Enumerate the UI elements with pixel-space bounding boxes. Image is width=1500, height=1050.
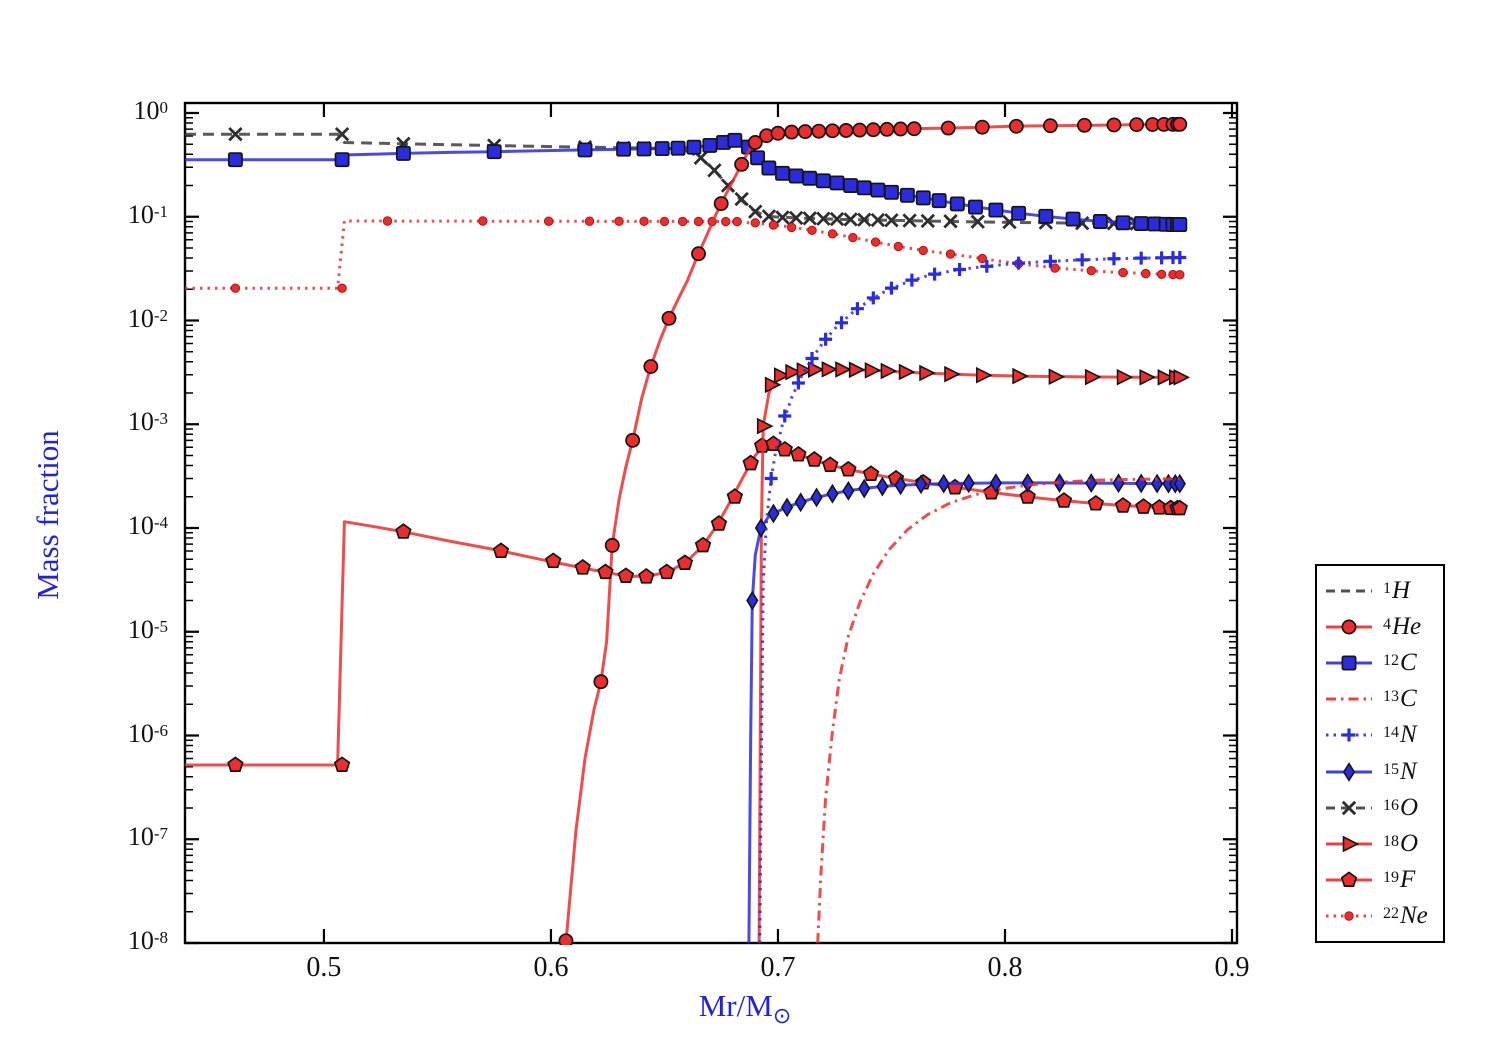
x-tick-label: 0.9 [1214,952,1250,983]
y-tick-label: 10-5 [127,614,168,644]
legend-item-n14: 14N [1323,720,1439,750]
legend-sample-f19 [1326,871,1372,887]
x-tick-label: 0.6 [533,952,569,983]
legend-label-c13: 13C [1383,685,1417,713]
legend-sample-o18 [1326,835,1372,853]
y-tick-label: 10-6 [127,718,168,748]
solar-mass-symbol: ⊙ [772,1003,792,1028]
legend-label-ne22: 22Ne [1383,901,1428,929]
y-tick-label: 10-1 [127,199,168,229]
legend-sample-n14 [1326,728,1372,742]
legend: 1H 4He 12C 13C 14N 15N 16O 18O 19F 22Ne [1315,564,1445,943]
series-f19 [185,435,1188,772]
legend-item-f19: 19F [1323,865,1439,895]
series-c13 [816,477,1180,944]
legend-label-o16: 16O [1383,793,1419,821]
plot-border [183,101,1239,945]
legend-item-ne22: 22Ne [1323,901,1439,931]
x-tick-label: 0.8 [987,952,1023,983]
x-tick-label: 0.5 [306,952,342,983]
legend-label-c12: 12C [1383,649,1417,677]
y-tick-label: 10-2 [127,303,168,333]
series-he4 [558,116,1188,945]
y-axis-label: Mass fraction [30,430,65,600]
y-tick-label: 100 [133,96,169,125]
legend-sample-c13 [1326,697,1372,701]
series-n15 [746,472,1186,944]
legend-sample-he4 [1326,619,1372,635]
legend-item-c13: 13C [1323,684,1439,714]
legend-label-he4: 4He [1383,613,1422,641]
y-tick-label: 10-7 [127,822,168,852]
y-tick-label: 10-4 [127,511,168,540]
legend-label-n14: 14N [1383,721,1417,749]
x-axis-label: Mr/M⊙ [645,988,845,1029]
legend-label-h1: 1H [1383,577,1411,604]
legend-item-o16: 16O [1323,793,1439,823]
x-tick-label: 0.7 [760,952,796,983]
legend-sample-c12 [1326,655,1372,671]
major-ticks [185,103,1237,945]
legend-sample-h1 [1326,589,1372,593]
x-axis-label-main: Mr/M [698,988,773,1023]
legend-label-o18: 18O [1383,829,1419,857]
legend-item-o18: 18O [1323,829,1439,859]
legend-item-n15: 15N [1323,757,1439,787]
legend-item-he4: 4He [1323,612,1439,642]
legend-label-n15: 15N [1383,757,1417,785]
legend-sample-n15 [1326,761,1372,782]
series-o18 [756,361,1191,944]
series-ne22 [185,216,1185,293]
y-tick-label: 10-3 [127,407,168,437]
legend-label-f19: 19F [1383,865,1416,893]
legend-item-h1: 1H [1323,576,1439,606]
y-tick-label: 10-8 [127,926,168,955]
series-layer [185,116,1191,945]
series-n14 [758,250,1187,944]
legend-item-c12: 12C [1323,648,1439,678]
legend-sample-ne22 [1326,911,1372,921]
legend-sample-o16 [1326,800,1372,815]
series-c12 [185,132,1188,233]
minor-ticks [185,116,1237,913]
